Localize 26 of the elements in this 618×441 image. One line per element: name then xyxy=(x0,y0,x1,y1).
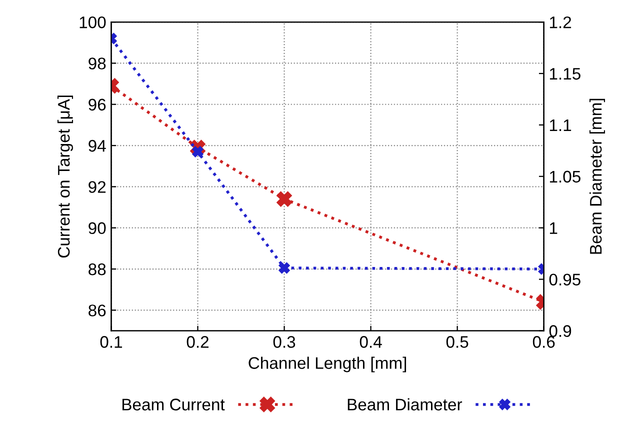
y2-tick-label: 0.9 xyxy=(549,325,572,337)
legend-label: Beam Diameter xyxy=(348,398,462,410)
x-tick-label: 0.5 xyxy=(446,336,468,348)
y-tick-label: 86 xyxy=(88,304,106,316)
y2-tick-label: 1.1 xyxy=(550,120,572,131)
y-tick-label: 100 xyxy=(80,16,106,28)
x-tick-label: 0.4 xyxy=(360,336,382,348)
x-tick-label: 0.6 xyxy=(532,336,555,348)
y-tick-label: 88 xyxy=(88,263,106,276)
x-tick-label: 0.2 xyxy=(186,336,209,348)
y-tick-label: 94 xyxy=(88,140,106,152)
y2-axis-title: Beam Diameter [mm] xyxy=(589,98,606,254)
y2-tick-label: 0.95 xyxy=(549,274,580,286)
y2-tick-label: 1.05 xyxy=(550,170,580,183)
y-tick-label: 96 xyxy=(88,98,106,111)
y2-tick-label: 1 xyxy=(550,222,558,234)
y-axis-title: Current on Target [μA] xyxy=(57,96,74,258)
legend-label: Beam Current xyxy=(122,398,225,410)
y-tick-label: 98 xyxy=(88,58,106,70)
x-axis-title: Channel Length [mm] xyxy=(248,356,406,372)
y2-tick-label: 1.15 xyxy=(550,68,580,80)
y-tick-label: 90 xyxy=(88,222,106,234)
y-tick-label: 92 xyxy=(88,181,106,193)
x-tick-label: 0.3 xyxy=(273,336,296,348)
x-tick-label: 0.1 xyxy=(100,336,122,348)
y2-tick-label: 1.2 xyxy=(550,16,572,28)
